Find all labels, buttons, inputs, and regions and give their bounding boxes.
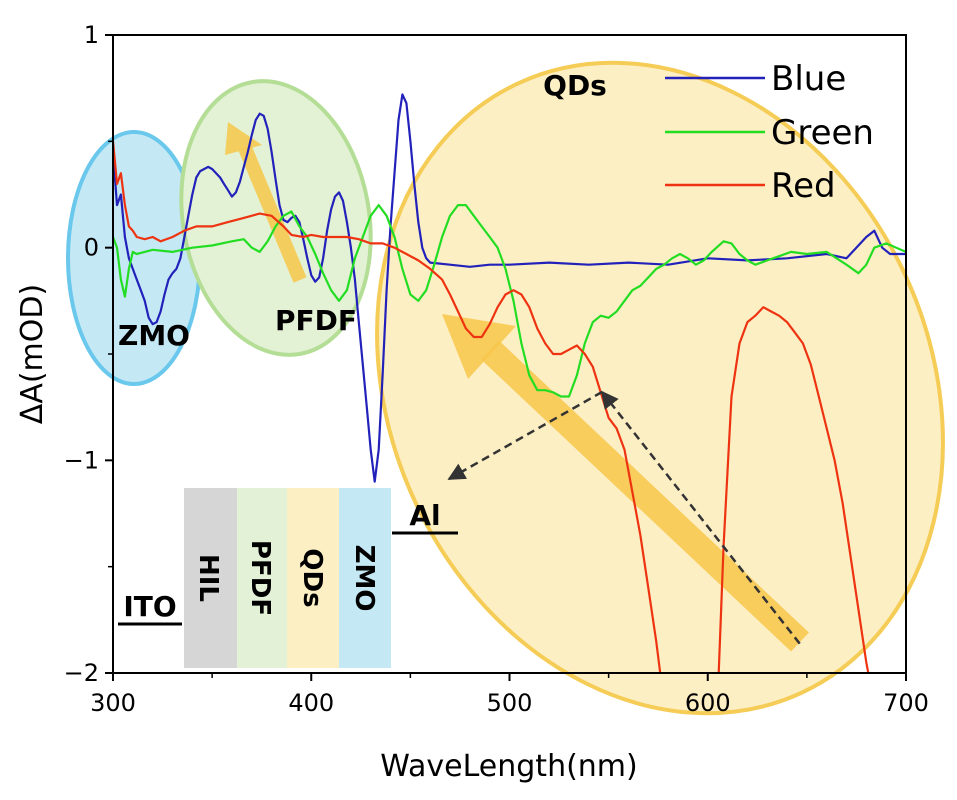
ito-label: ITO	[123, 590, 176, 623]
layer-qds-label: QDs	[297, 548, 327, 607]
axes-layer: 300 400 500 600 700 1 0 −1 −2	[64, 21, 929, 717]
legend-label-green: Green	[771, 113, 874, 153]
shift-arrows	[225, 122, 809, 652]
y-tick-label: −1	[64, 446, 99, 474]
layer-zmo-label: ZMO	[349, 545, 379, 612]
qds-shift-arrow	[481, 340, 809, 652]
layer-pfdf-box	[237, 488, 287, 668]
y-axis-title: ΔA(mOD)	[15, 284, 50, 424]
x-tick-label: 700	[883, 689, 929, 717]
series-line-blue	[113, 93, 906, 483]
qds-region-label: QDs	[543, 69, 607, 102]
pfdf-shift-arrow	[238, 145, 307, 283]
zmo-region-label: ZMO	[118, 319, 190, 352]
qds-shift-arrow-head	[442, 314, 516, 379]
device-band-diagram: HIL PFDF QDs ZMO ITO Al	[118, 488, 458, 668]
layer-hil-label: HIL	[193, 554, 223, 602]
legend: Blue Green Red	[665, 59, 874, 206]
legend-label-blue: Blue	[771, 59, 846, 99]
y-tick-label: 1	[84, 21, 99, 49]
dashed-arrow-to-origin	[600, 390, 801, 645]
y-tick-label: 0	[84, 234, 99, 262]
layer-qds-box	[287, 488, 339, 668]
x-tick-label: 400	[288, 689, 334, 717]
pfdf-region-label: PFDF	[275, 304, 357, 337]
qds-region-ellipse	[375, 60, 945, 716]
x-axis-title: WaveLength(nm)	[380, 749, 637, 784]
pfdf-shift-arrow-head	[225, 122, 262, 155]
x-tick-label: 600	[685, 689, 731, 717]
al-label: Al	[409, 499, 440, 532]
dashed-arrow-to-blue-dip	[447, 390, 603, 481]
legend-label-red: Red	[771, 166, 836, 206]
dashed-arrows	[447, 390, 801, 645]
series-layer	[113, 93, 906, 673]
y-tick-label: −2	[64, 659, 99, 687]
series-line-red	[113, 141, 870, 673]
series-line-green	[113, 204, 906, 398]
x-tick-label: 300	[90, 689, 136, 717]
layer-hil-box	[184, 488, 237, 668]
layer-pfdf-label: PFDF	[245, 540, 275, 616]
layer-zmo-box	[339, 488, 391, 668]
x-tick-label: 500	[487, 689, 533, 717]
